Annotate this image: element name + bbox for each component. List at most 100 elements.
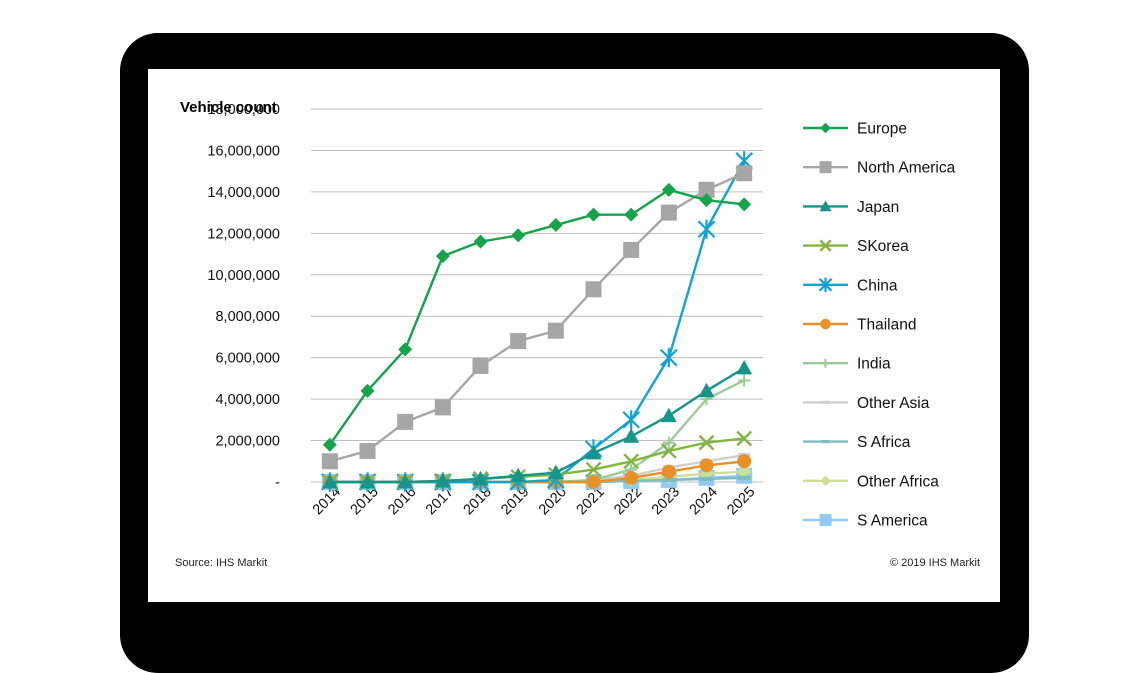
legend-marker-skorea [819, 239, 832, 252]
legend-label-china: China [857, 277, 898, 294]
data-point-japan [472, 470, 489, 486]
legend-label-s-africa: S Africa [857, 434, 911, 451]
y-tick-label: 12,000,000 [207, 226, 280, 242]
y-tick-label: 10,000,000 [207, 268, 280, 284]
legend-marker-japan [819, 200, 832, 212]
data-point-north-america [736, 165, 753, 182]
legend-label-north-america: North America [857, 160, 956, 177]
data-point-japan [434, 472, 451, 488]
legend-marker-s-america [819, 514, 832, 526]
legend-label-other-africa: Other Africa [857, 473, 939, 490]
legend-label-india: India [857, 356, 891, 373]
data-point-thailand [586, 475, 601, 489]
x-tick-label: 2023 [649, 484, 683, 518]
source-note: Source: IHS Markit [175, 557, 268, 569]
x-tick-label: 2025 [724, 484, 758, 518]
data-point-japan [698, 382, 715, 398]
data-point-skorea [585, 461, 602, 478]
data-point-north-america [434, 399, 451, 416]
chart-panel: - 2,000,000 4,000,000 6,000,000 8,000,000 10,… [148, 69, 1000, 602]
data-point-thailand [737, 454, 752, 469]
y-axis-label: Vehicle count [180, 99, 277, 116]
data-point-japan [660, 407, 677, 423]
data-point-thailand [661, 464, 676, 479]
legend-marker-s-africa [821, 440, 830, 444]
data-point-thailand [699, 458, 714, 473]
data-point-japan [623, 428, 640, 443]
data-point-north-america [397, 413, 414, 430]
data-point-s-africa [662, 477, 675, 483]
data-point-china [622, 410, 640, 430]
y-tick-label: - [275, 475, 280, 491]
legend-marker-india [821, 358, 830, 368]
data-point-thailand [624, 470, 639, 485]
data-point-europe [473, 234, 488, 249]
series-line-europe [328, 188, 745, 446]
series-line-japan [329, 367, 745, 484]
legend-marker-north-america [819, 161, 832, 174]
line-chart: - 2,000,000 4,000,000 6,000,000 8,000,000 10,… [207, 102, 956, 530]
legend-label-s-america: S America [857, 513, 928, 530]
data-point-europe [511, 228, 526, 243]
data-point-north-america [321, 453, 338, 470]
legend-label-japan: Japan [857, 199, 899, 216]
data-point-north-america [472, 357, 489, 374]
y-tick-label: 2,000,000 [215, 434, 280, 450]
data-point-north-america [510, 333, 527, 350]
copyright-note: © 2019 IHS Markit [889, 557, 980, 569]
x-tick-label: 2024 [687, 484, 721, 518]
data-point-europe [586, 207, 601, 222]
legend-marker-other-asia [821, 400, 830, 404]
y-tick-label: 8,000,000 [215, 309, 280, 325]
data-point-north-america [359, 442, 376, 459]
data-point-japan [359, 474, 376, 489]
data-point-skorea [660, 443, 677, 459]
data-point-europe [548, 218, 563, 233]
series-line-north-america [329, 172, 745, 463]
data-point-europe [624, 207, 639, 222]
data-point-europe [699, 193, 714, 208]
data-point-north-america [698, 181, 715, 198]
data-point-s-africa [700, 476, 713, 481]
data-point-europe [322, 437, 337, 452]
y-tick-label: 16,000,000 [207, 143, 280, 159]
data-point-s-africa [738, 475, 751, 480]
legend-marker-other-africa [820, 475, 831, 487]
legend-label-europe: Europe [857, 121, 907, 138]
data-point-japan [510, 467, 527, 483]
data-point-japan [321, 474, 338, 489]
data-point-skorea [698, 434, 715, 451]
x-tick-label: 2022 [611, 484, 645, 518]
data-point-north-america [547, 322, 564, 339]
y-tick-label: 14,000,000 [207, 185, 280, 201]
legend-marker-thailand [820, 318, 831, 330]
legend-marker-europe [820, 122, 831, 134]
series-line-china [329, 160, 746, 484]
data-point-north-america [660, 204, 677, 221]
data-point-japan [736, 360, 753, 375]
legend-marker-china [818, 277, 833, 292]
data-point-europe [435, 249, 450, 264]
legend-label-skorea: SKorea [857, 238, 909, 255]
data-point-japan [547, 464, 564, 480]
legend-label-thailand: Thailand [857, 317, 916, 334]
data-point-skorea [736, 430, 753, 447]
data-point-europe [398, 342, 413, 357]
data-point-europe [661, 182, 676, 197]
data-point-north-america [623, 241, 640, 258]
data-point-skorea [623, 453, 640, 470]
data-point-europe [737, 197, 752, 212]
data-point-china [660, 348, 678, 368]
legend-label-other-asia: Other Asia [857, 395, 930, 412]
data-point-india [662, 436, 675, 449]
data-point-japan [397, 474, 414, 489]
y-tick-label: 6,000,000 [215, 351, 280, 367]
data-point-india [738, 374, 751, 387]
data-point-north-america [585, 281, 602, 298]
y-tick-label: 4,000,000 [215, 392, 280, 408]
data-point-japan [585, 444, 602, 460]
data-point-europe [360, 383, 375, 398]
y-tick-label: 18,000,000 [207, 102, 280, 118]
data-point-other-africa [737, 464, 752, 479]
data-point-china [697, 219, 716, 239]
